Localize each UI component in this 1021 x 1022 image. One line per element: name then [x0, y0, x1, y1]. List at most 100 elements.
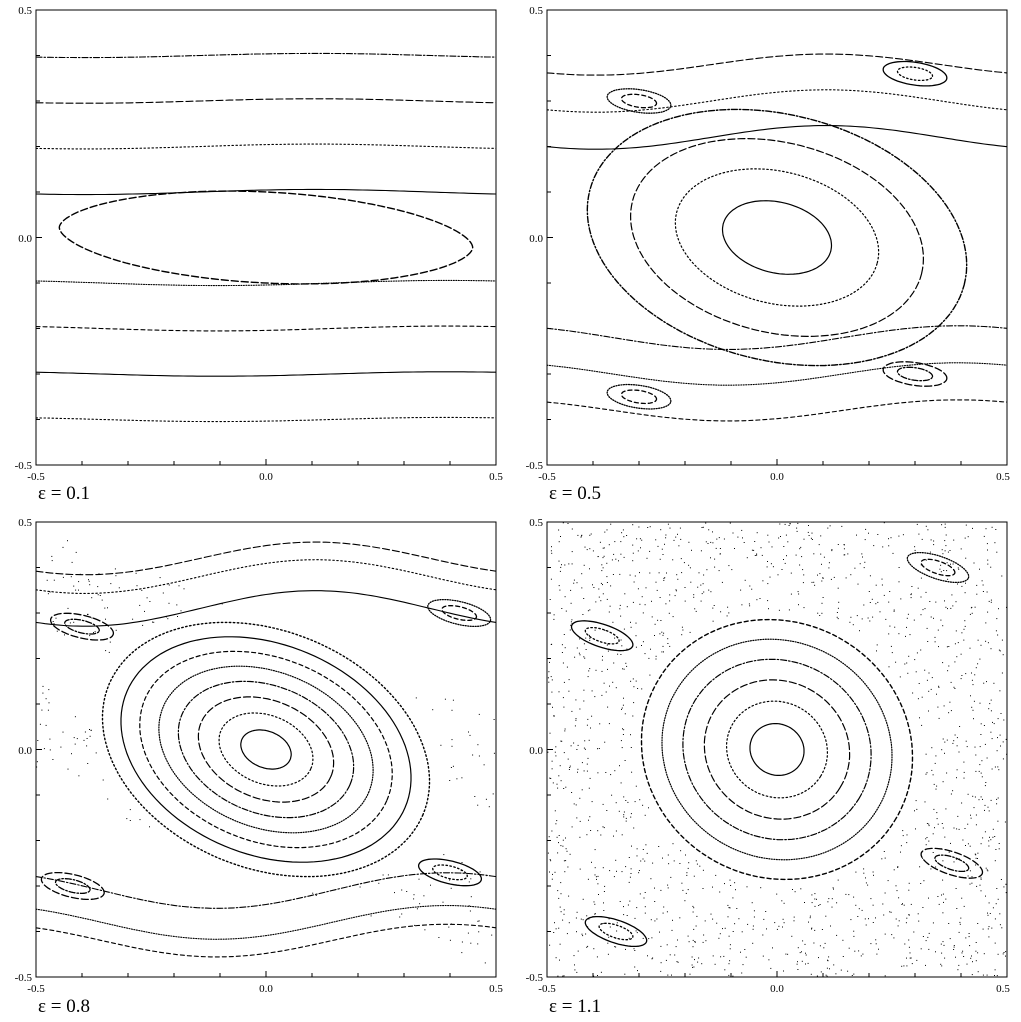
chaotic-point	[641, 596, 643, 598]
chaotic-point	[975, 864, 977, 866]
chaotic-point	[869, 602, 871, 603]
chaotic-point	[997, 820, 999, 822]
chaotic-point	[637, 588, 639, 590]
chaotic-point	[667, 643, 669, 644]
chaotic-point	[946, 570, 948, 572]
chaotic-point	[689, 973, 691, 975]
chaotic-point	[67, 607, 69, 609]
chaotic-point	[705, 541, 707, 543]
chaotic-point	[554, 871, 556, 873]
x-tick-label-right: 0.5	[996, 471, 1010, 483]
chaotic-point	[766, 928, 767, 930]
chaotic-point	[990, 731, 992, 733]
chaotic-point	[562, 839, 564, 841]
chaotic-point	[867, 617, 869, 619]
chaotic-point	[652, 957, 654, 959]
chaotic-point	[914, 552, 916, 554]
chaotic-point	[477, 943, 479, 945]
chaotic-point	[963, 777, 965, 779]
chaotic-point	[947, 608, 948, 610]
chaotic-point	[878, 948, 879, 950]
chaotic-point	[803, 538, 805, 540]
x-tick-label-left: -0.5	[27, 471, 45, 483]
chaotic-point	[1000, 879, 1002, 880]
chaotic-point	[865, 528, 867, 530]
chaotic-point	[967, 793, 969, 795]
chaotic-point	[853, 930, 855, 932]
chaotic-point	[864, 561, 866, 563]
chaotic-point	[558, 835, 560, 836]
chaotic-point	[979, 764, 981, 766]
chaotic-point	[921, 724, 923, 726]
chaotic-point	[603, 682, 605, 684]
chaotic-point	[902, 903, 903, 905]
chaotic-point	[602, 867, 604, 869]
chaotic-point	[73, 737, 75, 739]
chaotic-point	[55, 617, 57, 619]
chaotic-point	[849, 621, 851, 623]
chaotic-point	[947, 551, 949, 553]
chaotic-point	[945, 545, 947, 547]
secondary-island	[606, 88, 672, 114]
chaotic-point	[877, 601, 879, 603]
secondary-island	[882, 361, 948, 387]
chaotic-point	[829, 968, 830, 970]
chaotic-point	[997, 737, 998, 739]
chaotic-point	[415, 697, 417, 699]
chaotic-point	[728, 565, 730, 567]
chaotic-point	[563, 975, 565, 977]
chaotic-point	[990, 799, 992, 801]
chaotic-point	[805, 954, 807, 956]
chaotic-point	[918, 533, 920, 535]
chaotic-point	[423, 895, 425, 897]
chaotic-point	[569, 767, 571, 768]
chaotic-point	[637, 688, 639, 689]
chaotic-point	[796, 963, 798, 965]
chaotic-point	[579, 654, 581, 656]
secondary-island	[934, 854, 970, 873]
chaotic-point	[557, 890, 559, 892]
chaotic-point	[691, 964, 693, 966]
chaotic-point	[647, 527, 649, 528]
chaotic-point	[932, 833, 934, 835]
chaotic-point	[583, 700, 585, 702]
panel-eps-1-1: 0.5 0.0 -0.5 -0.5 0.0 0.5 ε = 1.1	[526, 517, 1011, 1017]
chaotic-point	[1005, 883, 1007, 885]
chaotic-point	[968, 936, 970, 938]
chaotic-point	[669, 600, 671, 602]
chaotic-point	[101, 599, 103, 601]
chaotic-point	[448, 926, 450, 928]
chaotic-point	[942, 738, 944, 740]
chaotic-point	[624, 593, 626, 595]
chaotic-point	[736, 908, 738, 909]
chaotic-point	[46, 579, 48, 581]
y-tick-label-bottom: -0.5	[526, 972, 544, 984]
chaotic-point	[932, 922, 934, 924]
chaotic-point	[966, 963, 968, 965]
chaotic-point	[623, 906, 624, 908]
chaotic-point	[875, 917, 876, 919]
chaotic-point	[820, 971, 822, 973]
chaotic-point	[567, 866, 569, 868]
chaotic-point	[788, 525, 790, 526]
chaotic-point	[697, 961, 699, 963]
chaotic-point	[693, 594, 695, 596]
chaotic-point	[950, 563, 951, 565]
chaotic-point	[1001, 927, 1003, 929]
chaotic-point	[654, 920, 656, 922]
chaotic-point	[889, 911, 891, 913]
chaotic-point	[987, 870, 989, 872]
chaotic-point	[728, 907, 730, 909]
chaotic-point	[847, 970, 849, 972]
chaotic-point	[648, 807, 649, 809]
chaotic-point	[885, 618, 887, 620]
chaotic-point	[634, 950, 636, 951]
chaotic-point	[832, 887, 834, 889]
chaotic-point	[843, 554, 845, 556]
chaotic-point	[551, 552, 553, 554]
chaotic-point	[629, 574, 631, 576]
chaotic-point	[450, 767, 452, 768]
chaotic-point	[914, 549, 916, 551]
chaotic-point	[598, 596, 600, 598]
chaotic-point	[987, 559, 989, 561]
